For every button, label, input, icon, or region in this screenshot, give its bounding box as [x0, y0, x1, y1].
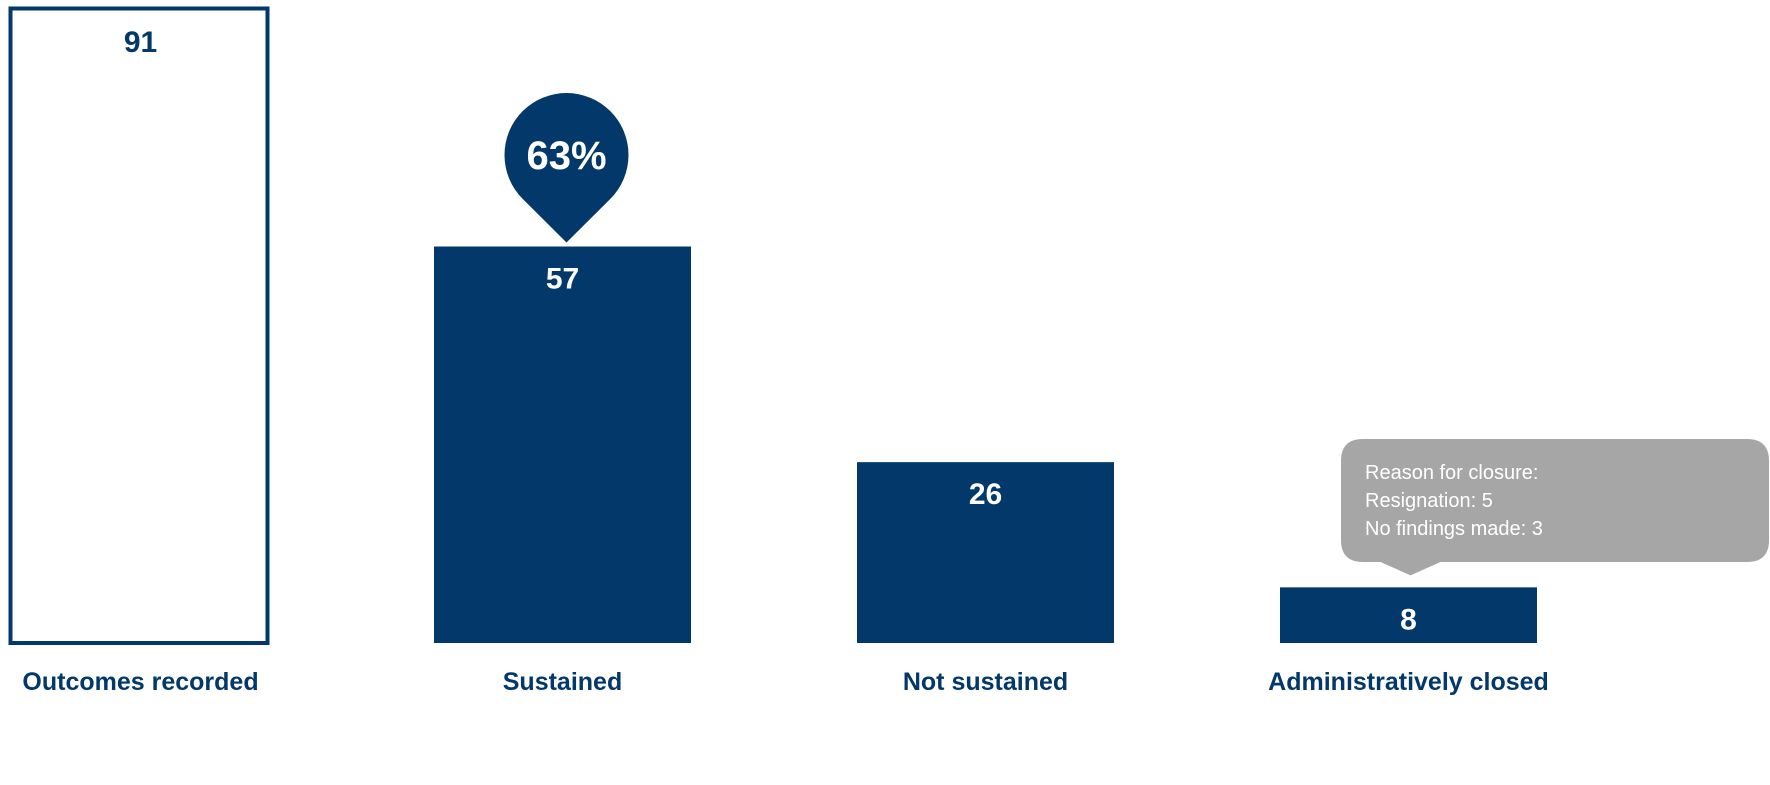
closure-callout-line: Reason for closure: [1365, 462, 1538, 484]
closure-callout-line: No findings made: 3 [1365, 518, 1543, 540]
category-label: Sustained [503, 668, 622, 696]
value-label: 8 [1400, 603, 1417, 636]
category-label: Outcomes recorded [22, 668, 258, 696]
percent-marker-label: 63% [526, 134, 606, 178]
closure-callout: Reason for closure: Resignation: 5 No fi… [1341, 439, 1769, 576]
category-label: Not sustained [903, 668, 1068, 696]
bar-sustained [434, 246, 691, 643]
bar-not-sustained [857, 462, 1114, 643]
closure-callout-line: Resignation: 5 [1365, 490, 1493, 512]
value-label: 91 [124, 26, 157, 59]
bar-administratively-closed [1280, 587, 1537, 643]
value-labels-group: 91 57 26 8 [124, 26, 1417, 636]
bars-group [8, 6, 1537, 645]
closure-callout-shape [1341, 439, 1769, 576]
bar-outcomes-recorded [8, 6, 270, 645]
value-label: 26 [969, 478, 1002, 511]
value-label: 57 [546, 263, 579, 296]
percent-marker-shape [504, 93, 629, 243]
category-label: Administratively closed [1268, 668, 1549, 696]
category-labels-group: Outcomes recorded Sustained Not sustained A… [22, 668, 1548, 696]
percent-marker: 63% [504, 93, 629, 243]
